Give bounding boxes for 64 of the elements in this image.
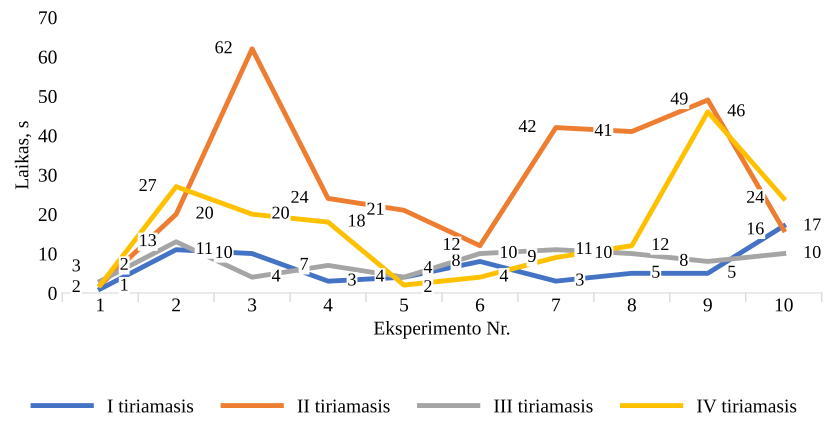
y-tick-label: 20 <box>38 208 57 222</box>
data-label: 27 <box>139 179 156 191</box>
data-label: 12 <box>444 238 460 250</box>
data-label: 3 <box>72 259 80 272</box>
x-tick-label: 4 <box>324 298 333 312</box>
data-label: 5 <box>652 266 660 278</box>
x-tick-label: 7 <box>552 298 560 312</box>
data-label: 2 <box>72 280 80 292</box>
data-label: 20 <box>272 206 289 219</box>
data-label: 11 <box>197 242 212 254</box>
data-label: 2 <box>424 280 432 292</box>
y-tick-label: 30 <box>38 168 57 182</box>
y-tick-label: 10 <box>40 247 57 261</box>
data-label: 4 <box>376 270 384 282</box>
data-label: 10 <box>500 246 517 258</box>
x-tick-label: 6 <box>476 298 484 312</box>
legend-label: II tiriamasis <box>298 399 390 413</box>
y-tick-label: 50 <box>39 90 57 104</box>
data-label: 8 <box>680 254 688 266</box>
data-label: 21 <box>367 202 384 215</box>
data-label: 10 <box>216 246 232 258</box>
legend-label: IV tiriamasis <box>697 399 796 413</box>
data-label: 4 <box>500 270 508 282</box>
data-label: 49 <box>670 92 688 105</box>
y-tick-label: 60 <box>38 50 57 64</box>
legend-label: III tiriamasis <box>494 399 593 413</box>
data-label: 2 <box>120 258 128 270</box>
data-label: 3 <box>576 274 584 286</box>
data-label: 18 <box>349 214 365 227</box>
data-label: 4 <box>272 270 280 282</box>
x-tick-label: 1 <box>97 298 104 312</box>
data-label: 41 <box>594 124 612 136</box>
x-tick-label: 8 <box>628 298 636 312</box>
x-tick-label: 2 <box>172 298 180 312</box>
data-label: 46 <box>728 104 745 116</box>
data-label: 7 <box>300 258 308 270</box>
data-label: 17 <box>804 218 821 230</box>
data-label: 13 <box>140 234 156 246</box>
x-tick-label: 5 <box>400 298 408 312</box>
data-label: 10 <box>596 246 612 258</box>
data-label: 10 <box>804 246 821 258</box>
data-label: 9 <box>528 250 536 262</box>
data-label: 4 <box>424 260 432 273</box>
data-label: 24 <box>747 190 764 203</box>
data-label: 8 <box>452 254 460 266</box>
y-axis-title: Laikas, s <box>14 121 32 190</box>
x-axis-title: Eksperimento Nr. <box>374 321 510 339</box>
data-label: 42 <box>518 120 536 132</box>
data-label: 11 <box>576 242 592 254</box>
data-label: 20 <box>196 206 213 219</box>
data-label: 12 <box>652 238 668 250</box>
data-label: 3 <box>348 274 356 286</box>
data-label: 24 <box>291 190 308 203</box>
y-tick-label: 0 <box>48 286 57 300</box>
data-label: 5 <box>728 266 736 278</box>
y-tick-label: 40 <box>38 129 57 142</box>
data-label: 16 <box>748 222 764 234</box>
x-tick-label: 10 <box>776 298 793 312</box>
x-tick-label: 9 <box>704 298 712 312</box>
y-tick-label: 70 <box>39 11 57 24</box>
data-label: 1 <box>121 278 128 290</box>
data-label: 62 <box>215 41 232 54</box>
x-tick-label: 3 <box>248 298 256 312</box>
legend-label: I tiriamasis <box>108 399 194 413</box>
